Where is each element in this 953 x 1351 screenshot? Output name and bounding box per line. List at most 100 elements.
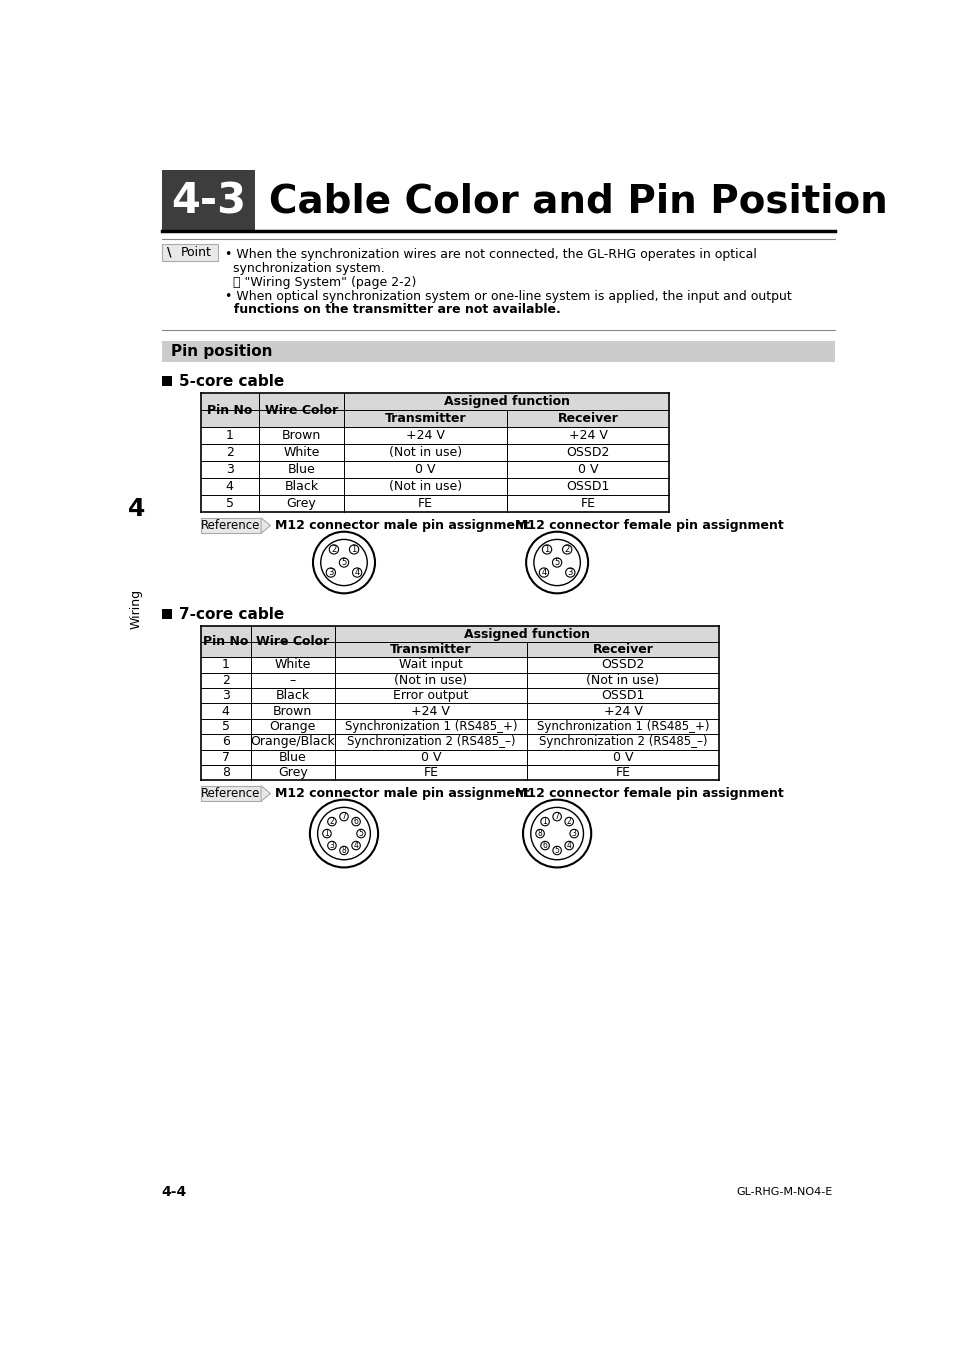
Bar bbox=[344, 427, 506, 444]
Bar bbox=[344, 444, 506, 461]
Circle shape bbox=[569, 830, 578, 838]
Text: Synchronization 1 (RS485_+): Synchronization 1 (RS485_+) bbox=[537, 720, 708, 734]
Bar bbox=[251, 765, 335, 781]
Text: FE: FE bbox=[423, 766, 437, 780]
Text: 3: 3 bbox=[567, 567, 573, 577]
Bar bbox=[200, 427, 258, 444]
Text: 6: 6 bbox=[542, 842, 547, 850]
Text: 2: 2 bbox=[222, 674, 230, 686]
Bar bbox=[335, 750, 526, 765]
Bar bbox=[162, 609, 172, 620]
Text: Receiver: Receiver bbox=[558, 412, 618, 426]
Bar bbox=[335, 719, 526, 734]
Bar bbox=[506, 444, 669, 461]
Text: Grey: Grey bbox=[286, 497, 315, 509]
Circle shape bbox=[310, 800, 377, 867]
Text: 2: 2 bbox=[564, 544, 569, 554]
Bar bbox=[251, 734, 335, 750]
Text: +24 V: +24 V bbox=[603, 705, 641, 717]
Text: +24 V: +24 V bbox=[568, 430, 607, 442]
Bar bbox=[251, 704, 335, 719]
Bar bbox=[335, 627, 719, 642]
FancyBboxPatch shape bbox=[162, 243, 217, 261]
Bar bbox=[200, 461, 258, 478]
Circle shape bbox=[356, 830, 365, 838]
Bar bbox=[200, 765, 251, 781]
Bar bbox=[200, 704, 251, 719]
Text: Blue: Blue bbox=[287, 463, 314, 476]
Text: 4: 4 bbox=[355, 567, 359, 577]
Circle shape bbox=[327, 817, 335, 825]
Bar bbox=[200, 673, 251, 688]
Bar bbox=[251, 657, 335, 673]
Circle shape bbox=[540, 842, 549, 850]
Bar bbox=[526, 704, 719, 719]
Text: Reference: Reference bbox=[201, 788, 260, 800]
Text: (Not in use): (Not in use) bbox=[389, 446, 461, 459]
Circle shape bbox=[313, 532, 375, 593]
Text: Wait input: Wait input bbox=[398, 658, 462, 671]
Text: Reference: Reference bbox=[201, 519, 260, 532]
Text: Orange/Black: Orange/Black bbox=[251, 735, 335, 748]
Text: 8: 8 bbox=[341, 846, 346, 855]
Text: Synchronization 1 (RS485_+): Synchronization 1 (RS485_+) bbox=[344, 720, 517, 734]
Text: 8: 8 bbox=[222, 766, 230, 780]
Circle shape bbox=[339, 846, 348, 855]
Circle shape bbox=[339, 812, 348, 821]
Text: +24 V: +24 V bbox=[411, 705, 450, 717]
Text: 8: 8 bbox=[537, 830, 542, 838]
Text: 3: 3 bbox=[571, 830, 576, 838]
Bar bbox=[200, 627, 335, 642]
Text: 1: 1 bbox=[542, 817, 547, 825]
Bar bbox=[506, 494, 669, 512]
Bar bbox=[506, 411, 669, 427]
Bar bbox=[251, 719, 335, 734]
Bar bbox=[251, 642, 335, 657]
Text: Grey: Grey bbox=[277, 766, 308, 780]
Text: functions on the transmitter are not available.: functions on the transmitter are not ava… bbox=[225, 304, 560, 316]
Text: Orange: Orange bbox=[270, 720, 315, 734]
Text: 4: 4 bbox=[222, 705, 230, 717]
Text: Wiring: Wiring bbox=[130, 589, 143, 628]
Bar bbox=[162, 340, 835, 362]
Circle shape bbox=[339, 558, 348, 567]
Text: OSSD2: OSSD2 bbox=[566, 446, 609, 459]
Text: 0 V: 0 V bbox=[578, 463, 598, 476]
Text: 5-core cable: 5-core cable bbox=[179, 374, 284, 389]
Text: Point: Point bbox=[180, 246, 212, 258]
Bar bbox=[335, 688, 526, 704]
Circle shape bbox=[352, 842, 360, 850]
Bar bbox=[258, 478, 344, 494]
FancyBboxPatch shape bbox=[200, 517, 261, 534]
Circle shape bbox=[326, 567, 335, 577]
Text: 2: 2 bbox=[566, 817, 571, 825]
Bar bbox=[506, 478, 669, 494]
Text: 7-core cable: 7-core cable bbox=[179, 608, 284, 623]
Bar bbox=[258, 411, 344, 427]
Bar bbox=[162, 376, 172, 386]
Text: FE: FE bbox=[615, 766, 630, 780]
Polygon shape bbox=[261, 786, 270, 801]
Text: \: \ bbox=[167, 246, 172, 258]
Bar bbox=[200, 750, 251, 765]
Bar bbox=[335, 704, 526, 719]
Text: Transmitter: Transmitter bbox=[390, 643, 471, 657]
Bar bbox=[335, 673, 526, 688]
Text: Synchronization 2 (RS485_–): Synchronization 2 (RS485_–) bbox=[538, 735, 706, 748]
Circle shape bbox=[564, 817, 573, 825]
Bar bbox=[200, 688, 251, 704]
Text: OSSD1: OSSD1 bbox=[600, 689, 644, 703]
Text: (Not in use): (Not in use) bbox=[586, 674, 659, 686]
Circle shape bbox=[349, 544, 358, 554]
Text: FE: FE bbox=[580, 497, 595, 509]
Bar bbox=[258, 494, 344, 512]
Text: 1: 1 bbox=[351, 544, 356, 554]
Text: 3: 3 bbox=[226, 463, 233, 476]
Bar bbox=[526, 734, 719, 750]
Text: Transmitter: Transmitter bbox=[384, 412, 466, 426]
Bar bbox=[258, 444, 344, 461]
Text: White: White bbox=[274, 658, 311, 671]
Bar bbox=[251, 673, 335, 688]
Bar bbox=[344, 478, 506, 494]
Bar bbox=[344, 461, 506, 478]
